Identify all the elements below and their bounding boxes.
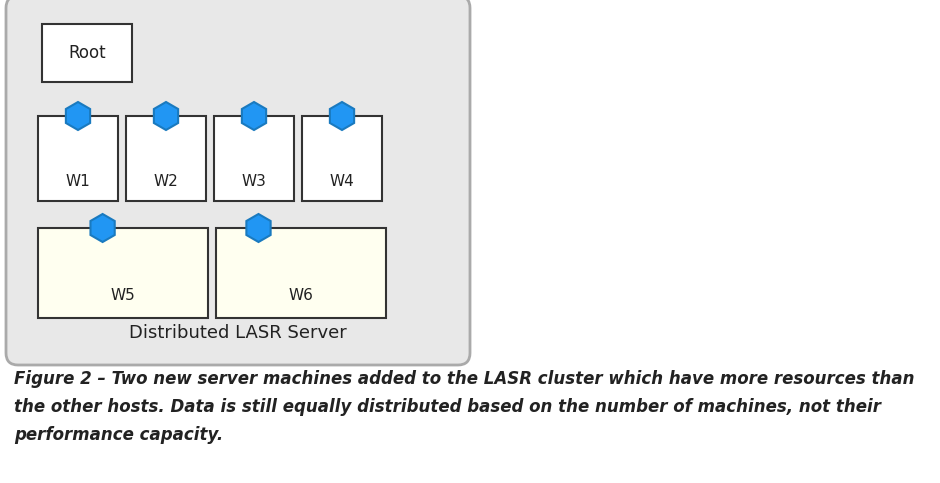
Polygon shape <box>66 102 90 130</box>
Text: W6: W6 <box>289 288 313 303</box>
Text: W1: W1 <box>66 173 90 188</box>
Text: W3: W3 <box>242 173 266 188</box>
Polygon shape <box>242 102 266 130</box>
Text: Root: Root <box>69 44 106 62</box>
Text: the other hosts. Data is still equally distributed based on the number of machin: the other hosts. Data is still equally d… <box>14 398 881 416</box>
Polygon shape <box>154 102 178 130</box>
FancyBboxPatch shape <box>302 116 382 201</box>
Polygon shape <box>330 102 354 130</box>
Polygon shape <box>246 214 271 242</box>
FancyBboxPatch shape <box>38 228 208 318</box>
FancyBboxPatch shape <box>6 0 470 365</box>
Text: W2: W2 <box>153 173 179 188</box>
FancyBboxPatch shape <box>214 116 294 201</box>
Polygon shape <box>90 214 115 242</box>
Text: Figure 2 – Two new server machines added to the LASR cluster which have more res: Figure 2 – Two new server machines added… <box>14 370 915 388</box>
Text: performance capacity.: performance capacity. <box>14 426 224 444</box>
Text: W5: W5 <box>111 288 135 303</box>
FancyBboxPatch shape <box>38 116 118 201</box>
Text: W4: W4 <box>330 173 354 188</box>
FancyBboxPatch shape <box>126 116 206 201</box>
FancyBboxPatch shape <box>42 24 132 82</box>
FancyBboxPatch shape <box>216 228 386 318</box>
Text: Distributed LASR Server: Distributed LASR Server <box>129 324 347 342</box>
